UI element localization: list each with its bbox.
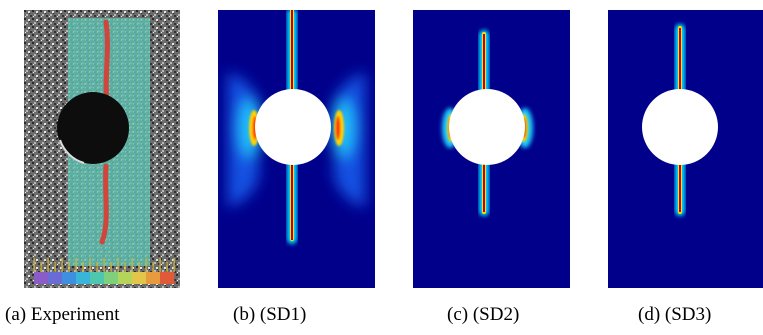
legend-tick (61, 258, 63, 272)
legend-tick (68, 262, 70, 272)
sd1-field (218, 10, 375, 288)
legend-swatch (118, 272, 133, 284)
legend-ticks (33, 258, 175, 272)
hole (642, 89, 718, 165)
color-legend-bar (34, 272, 175, 284)
legend-tick (40, 262, 42, 272)
caption-d: (d) (SD3) (638, 304, 712, 325)
hole (255, 89, 331, 165)
legend-tick (124, 262, 126, 272)
legend-tick (89, 258, 91, 272)
caption-b: (b) (SD1) (233, 304, 307, 325)
legend-tick (96, 262, 98, 272)
sd2-field (413, 10, 570, 288)
legend-swatch (34, 272, 49, 284)
simulation-panel-sd3 (608, 10, 763, 288)
legend-tick (54, 262, 56, 272)
crack-lower (287, 148, 297, 244)
legend-tick (103, 258, 105, 272)
legend-swatch (76, 272, 91, 284)
legend-tick (110, 262, 112, 272)
crack-upper (287, 10, 297, 110)
legend-swatch (90, 272, 105, 284)
hole-rim-highlight (59, 139, 85, 164)
sd3-field (608, 10, 763, 288)
legend-tick (82, 262, 84, 272)
simulation-panel-sd2 (413, 10, 570, 288)
legend-tick (159, 258, 161, 272)
caption-c: (c) (SD2) (447, 304, 520, 325)
legend-tick (117, 258, 119, 272)
simulation-panel-sd1 (218, 10, 375, 288)
legend-tick (173, 258, 175, 272)
legend-swatch (132, 272, 147, 284)
legend-tick (145, 258, 147, 272)
legend-swatch (62, 272, 77, 284)
legend-swatch (160, 272, 175, 284)
legend-swatch (146, 272, 161, 284)
experiment-photo (24, 10, 180, 288)
legend-tick (166, 262, 168, 272)
legend-tick (75, 258, 77, 272)
legend-swatch (104, 272, 119, 284)
hole (57, 92, 129, 164)
caption-a: (a) Experiment (5, 304, 120, 325)
experiment-photo-panel (24, 10, 180, 288)
hole (449, 89, 525, 165)
legend-tick (138, 262, 140, 272)
legend-tick (47, 258, 49, 272)
legend-tick (152, 262, 154, 272)
legend-tick (131, 258, 133, 272)
legend-tick (33, 258, 35, 272)
legend-swatch (48, 272, 63, 284)
